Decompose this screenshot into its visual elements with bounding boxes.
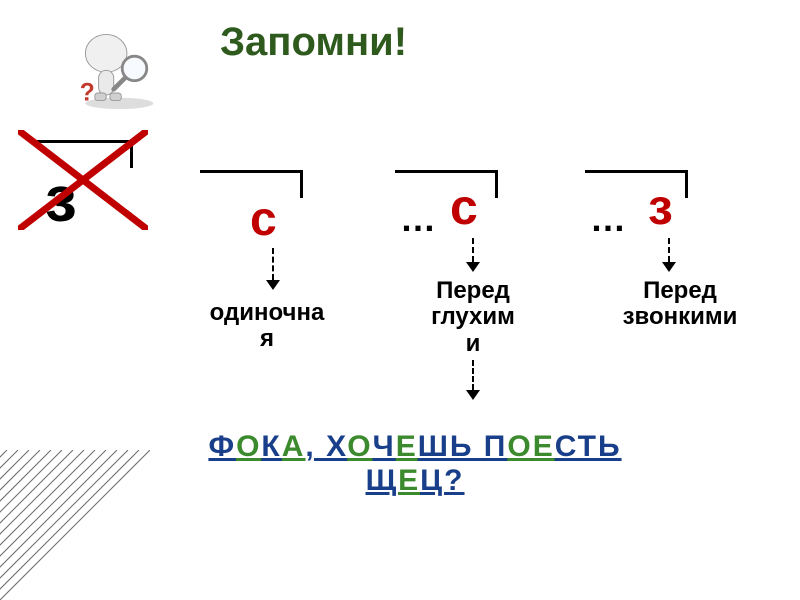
svg-text:?: ?: [80, 80, 95, 107]
mnemonic-phrase: ФОКА, ХОЧЕШЬ ПОЕСТЬ ЩЕЦ?: [150, 430, 680, 498]
bracket-col1: [395, 170, 498, 198]
col1-label: Перед глухим и: [398, 278, 548, 357]
col1-arrow2-icon: [466, 360, 480, 400]
col1-arrow-icon: [466, 238, 480, 272]
col2-dots: …: [590, 198, 626, 240]
page-title: Запомни!: [220, 20, 407, 65]
col2-arrow-icon: [662, 238, 676, 272]
corner-hatch-icon: [0, 450, 150, 600]
col0-arrow-icon: [266, 248, 280, 290]
search-figure-icon: ?: [70, 25, 165, 110]
col2-label: Перед звонкими: [575, 278, 785, 331]
col0-label: одиночна я: [182, 300, 352, 353]
col2-letter: з: [648, 178, 673, 236]
col1-letter: с: [450, 178, 478, 236]
col0-letter: с: [250, 192, 277, 247]
red-x-icon: [18, 130, 148, 230]
col1-dots: …: [400, 198, 436, 240]
